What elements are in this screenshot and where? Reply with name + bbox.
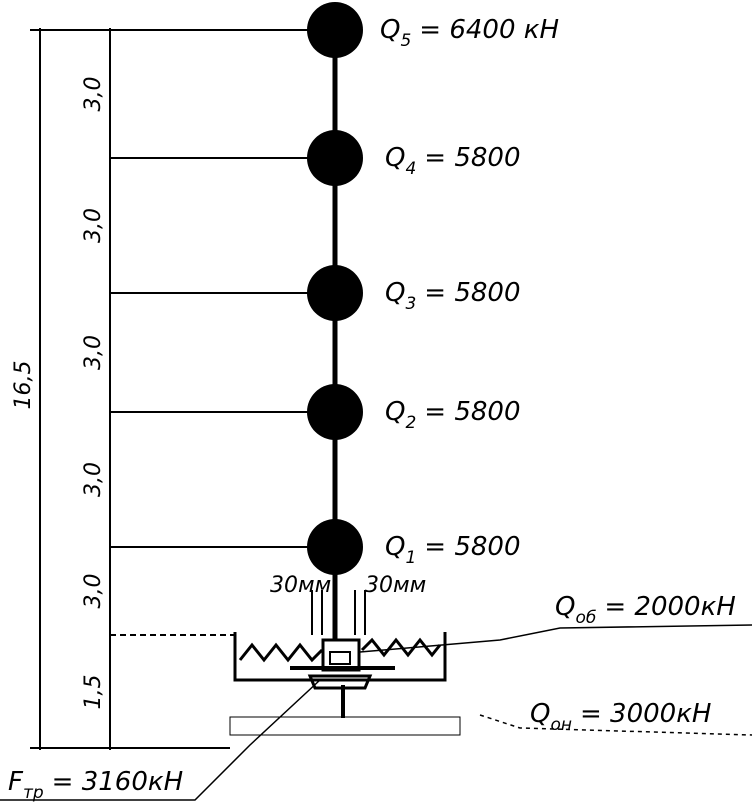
label: Q1 = 5800 <box>385 532 521 568</box>
subscript: 5 <box>400 31 411 51</box>
bearing <box>321 638 361 672</box>
symbol: Q <box>385 397 405 427</box>
dimension-text: 3,0 <box>81 335 106 370</box>
subscript: 1 <box>405 548 416 568</box>
gap-label: 30мм <box>270 573 331 598</box>
subscript: 2 <box>405 413 416 433</box>
mass <box>307 384 363 440</box>
symbol: Q <box>380 15 400 45</box>
dimension-text: 3,0 <box>81 77 106 112</box>
leader <box>0 679 321 801</box>
dimension-text: 3,0 <box>81 208 106 243</box>
dimension-text: 16,5 <box>11 361 36 410</box>
subscript: об <box>575 608 596 628</box>
value: = 3160кН <box>52 767 183 797</box>
dimension-text: 3,0 <box>81 574 106 609</box>
spring <box>360 637 442 658</box>
value: = 6400 кН <box>419 15 559 45</box>
label: Qоб = 2000кН <box>555 592 736 628</box>
symbol: Q <box>555 592 575 622</box>
symbol: Q <box>385 532 405 562</box>
mass <box>307 130 363 186</box>
label: Qон = 3000кН <box>530 699 711 735</box>
value: = 5800 <box>424 397 520 427</box>
dimension-text: 1,5 <box>81 675 106 710</box>
label: Q3 = 5800 <box>385 278 521 314</box>
ground <box>229 716 461 736</box>
isolator-housing <box>233 632 447 682</box>
gap-label: 30мм <box>365 573 426 598</box>
symbol: Q <box>385 143 405 173</box>
value: = 3000кН <box>580 699 711 729</box>
dimension-text: 3,0 <box>81 462 106 497</box>
value: = 5800 <box>424 278 520 308</box>
subscript: 4 <box>405 159 416 179</box>
label: Fтр = 3160кН <box>8 767 183 803</box>
bearing-core <box>329 651 351 665</box>
value: = 2000кН <box>604 592 735 622</box>
subscript: он <box>550 715 572 735</box>
leader <box>359 624 752 653</box>
spring <box>238 642 324 663</box>
value: = 5800 <box>424 532 520 562</box>
label: Q5 = 6400 кН <box>380 15 559 51</box>
mass <box>307 2 363 58</box>
symbol: Q <box>385 278 405 308</box>
symbol: Q <box>530 699 550 729</box>
label: Q2 = 5800 <box>385 397 521 433</box>
leader <box>479 714 752 736</box>
mass <box>307 265 363 321</box>
subscript: 3 <box>405 294 416 314</box>
mass <box>307 519 363 575</box>
symbol: F <box>8 767 24 797</box>
label: Q4 = 5800 <box>385 143 521 179</box>
slider <box>307 674 373 690</box>
subscript: тр <box>23 783 44 803</box>
value: = 5800 <box>424 143 520 173</box>
